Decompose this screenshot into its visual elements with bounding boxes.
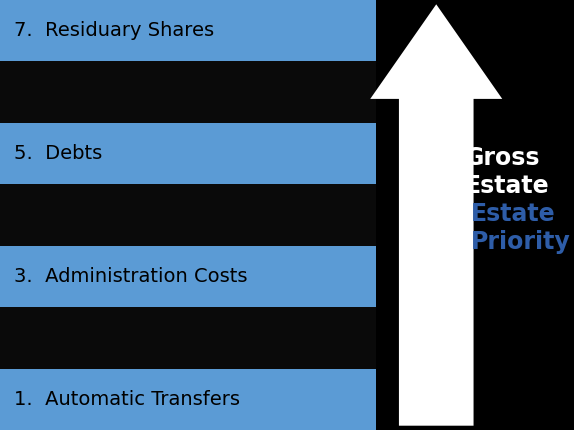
Polygon shape bbox=[370, 4, 502, 426]
Bar bbox=[0, 307, 376, 369]
Bar bbox=[0, 184, 376, 246]
Text: 5.  Debts: 5. Debts bbox=[14, 144, 103, 163]
Bar bbox=[0, 61, 376, 123]
Bar bbox=[0, 123, 376, 184]
Bar bbox=[0, 369, 376, 430]
Text: 1.  Automatic Transfers: 1. Automatic Transfers bbox=[14, 390, 241, 409]
Bar bbox=[0, 246, 376, 307]
Bar bbox=[0, 0, 376, 61]
Text: Estate
Priority: Estate Priority bbox=[471, 202, 571, 254]
Text: Gross
Estate: Gross Estate bbox=[465, 146, 549, 198]
Text: 7.  Residuary Shares: 7. Residuary Shares bbox=[14, 21, 215, 40]
Text: 3.  Administration Costs: 3. Administration Costs bbox=[14, 267, 248, 286]
